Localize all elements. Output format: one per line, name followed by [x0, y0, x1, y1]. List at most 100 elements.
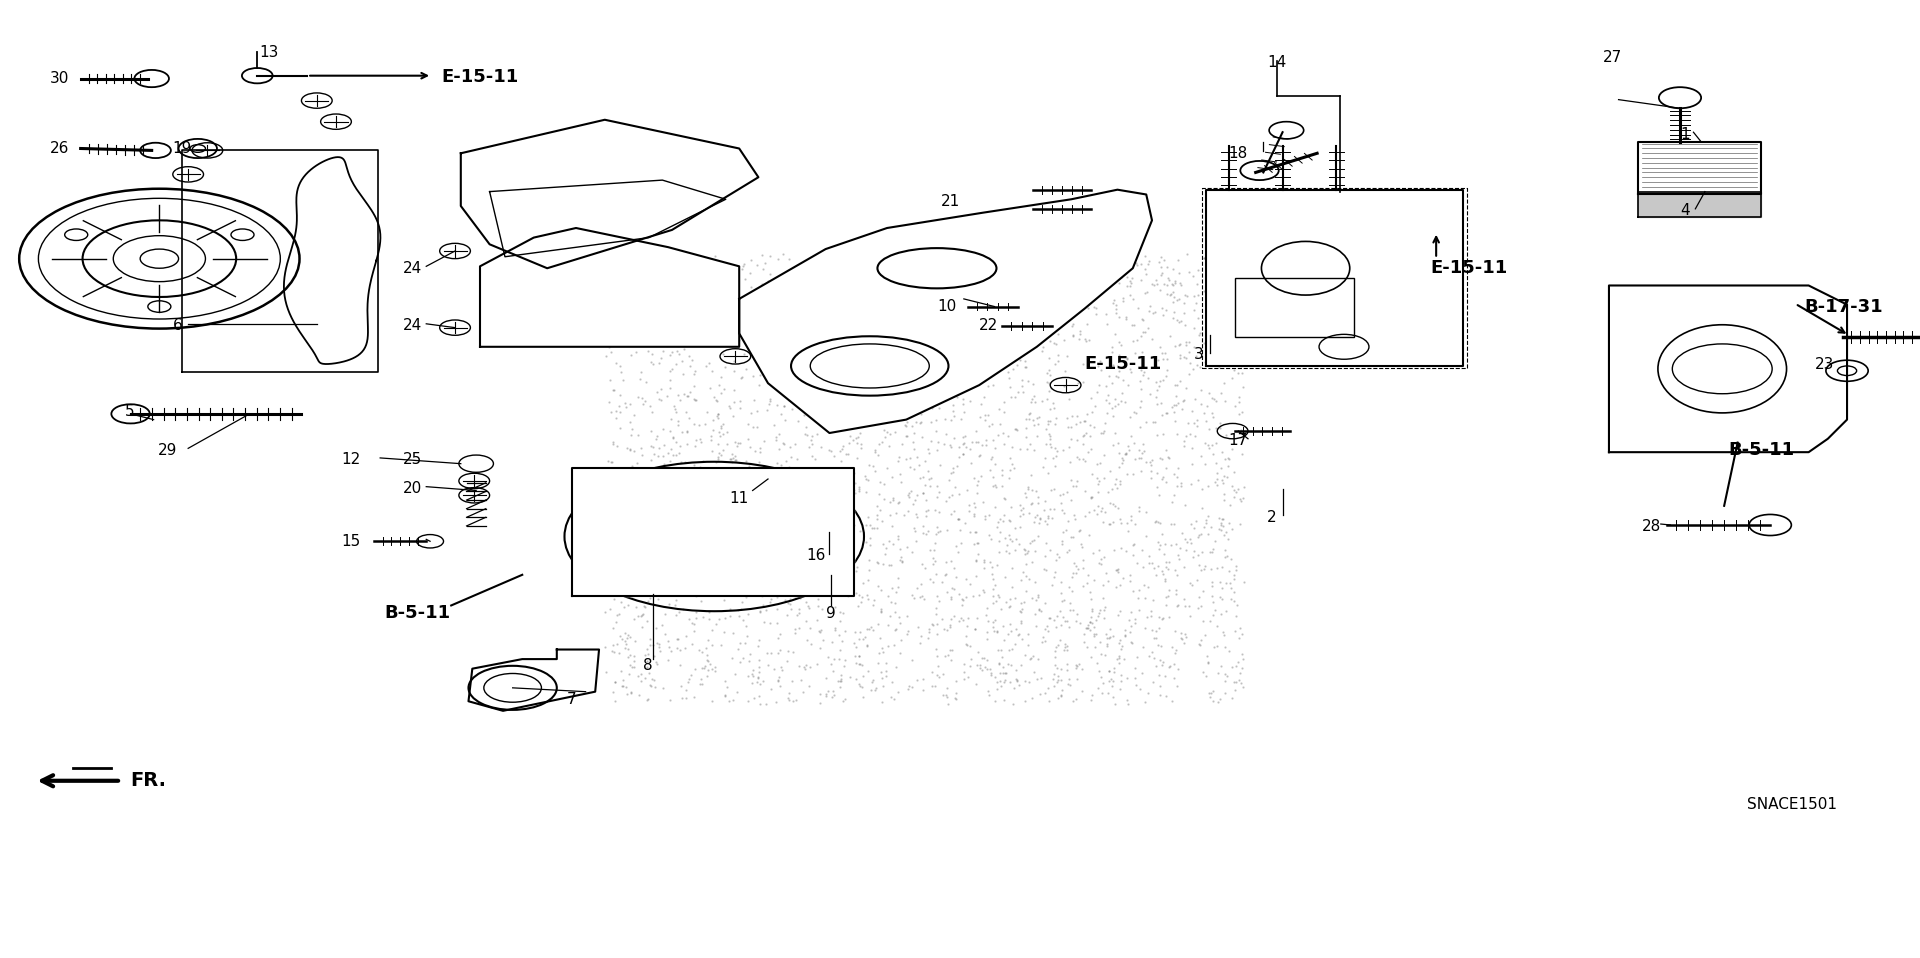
Point [783, 414, 814, 429]
Point [632, 653, 662, 669]
Point [1154, 659, 1185, 674]
Point [611, 626, 641, 641]
Point [1106, 667, 1137, 682]
Point [983, 331, 1014, 346]
Point [1100, 562, 1131, 578]
Point [893, 503, 924, 518]
Point [910, 477, 941, 492]
Point [1217, 248, 1248, 263]
Point [1137, 470, 1167, 486]
Point [735, 265, 766, 281]
Point [952, 269, 983, 285]
Point [1010, 429, 1041, 445]
Point [1083, 680, 1114, 696]
Point [897, 358, 927, 374]
Point [1112, 692, 1142, 707]
Point [1177, 361, 1208, 376]
Point [998, 680, 1029, 696]
Point [684, 278, 714, 293]
Point [1165, 475, 1196, 490]
Point [785, 316, 816, 331]
Point [762, 602, 793, 617]
Point [685, 259, 716, 274]
Point [1106, 337, 1137, 353]
Point [1068, 661, 1098, 676]
Point [814, 307, 845, 322]
Point [1206, 522, 1236, 537]
Point [1083, 664, 1114, 679]
Point [979, 457, 1010, 472]
Point [707, 327, 737, 342]
Point [860, 258, 891, 273]
Point [856, 307, 887, 322]
Point [741, 554, 772, 569]
Point [1181, 349, 1212, 364]
Point [899, 590, 929, 605]
Point [987, 659, 1018, 674]
Point [1119, 404, 1150, 420]
Point [774, 309, 804, 325]
Point [745, 633, 776, 649]
Point [968, 584, 998, 600]
Point [699, 660, 730, 675]
Point [630, 393, 660, 408]
Point [789, 659, 820, 674]
Point [678, 416, 708, 431]
Point [1206, 581, 1236, 596]
Point [703, 451, 733, 467]
Point [1100, 471, 1131, 487]
Point [877, 324, 908, 339]
Point [1221, 597, 1252, 612]
Point [597, 491, 628, 507]
Point [1112, 466, 1142, 481]
Point [595, 282, 626, 297]
Point [1219, 683, 1250, 698]
Point [831, 260, 862, 275]
Point [739, 479, 770, 494]
Point [945, 412, 975, 427]
Point [643, 391, 674, 406]
Point [620, 474, 651, 490]
Point [1044, 672, 1075, 687]
Point [626, 251, 657, 266]
Point [1144, 667, 1175, 682]
Point [674, 267, 705, 283]
Point [797, 437, 828, 452]
Point [655, 693, 685, 708]
Point [1146, 265, 1177, 281]
Point [904, 406, 935, 422]
Point [904, 415, 935, 430]
Point [1091, 504, 1121, 519]
Point [616, 589, 647, 604]
Point [1052, 676, 1083, 692]
Point [1225, 358, 1256, 374]
Point [674, 349, 705, 364]
Point [1073, 618, 1104, 633]
Point [877, 399, 908, 415]
Point [701, 297, 732, 312]
Point [747, 345, 778, 360]
Point [1043, 674, 1073, 690]
Point [868, 422, 899, 437]
Point [766, 357, 797, 373]
Point [1033, 680, 1064, 696]
Point [1225, 250, 1256, 265]
Point [768, 579, 799, 594]
Point [660, 303, 691, 318]
Point [1200, 345, 1231, 360]
Point [1117, 467, 1148, 482]
Point [1158, 398, 1188, 413]
Point [895, 301, 925, 316]
Point [945, 323, 975, 338]
Text: 1: 1 [1680, 126, 1690, 142]
Point [674, 389, 705, 404]
Point [1179, 339, 1210, 354]
Point [972, 367, 1002, 382]
Point [657, 344, 687, 359]
Point [1068, 436, 1098, 451]
Text: 18: 18 [1229, 146, 1248, 161]
Point [1073, 504, 1104, 519]
Point [689, 658, 720, 673]
Point [1102, 500, 1133, 515]
Point [1006, 604, 1037, 620]
